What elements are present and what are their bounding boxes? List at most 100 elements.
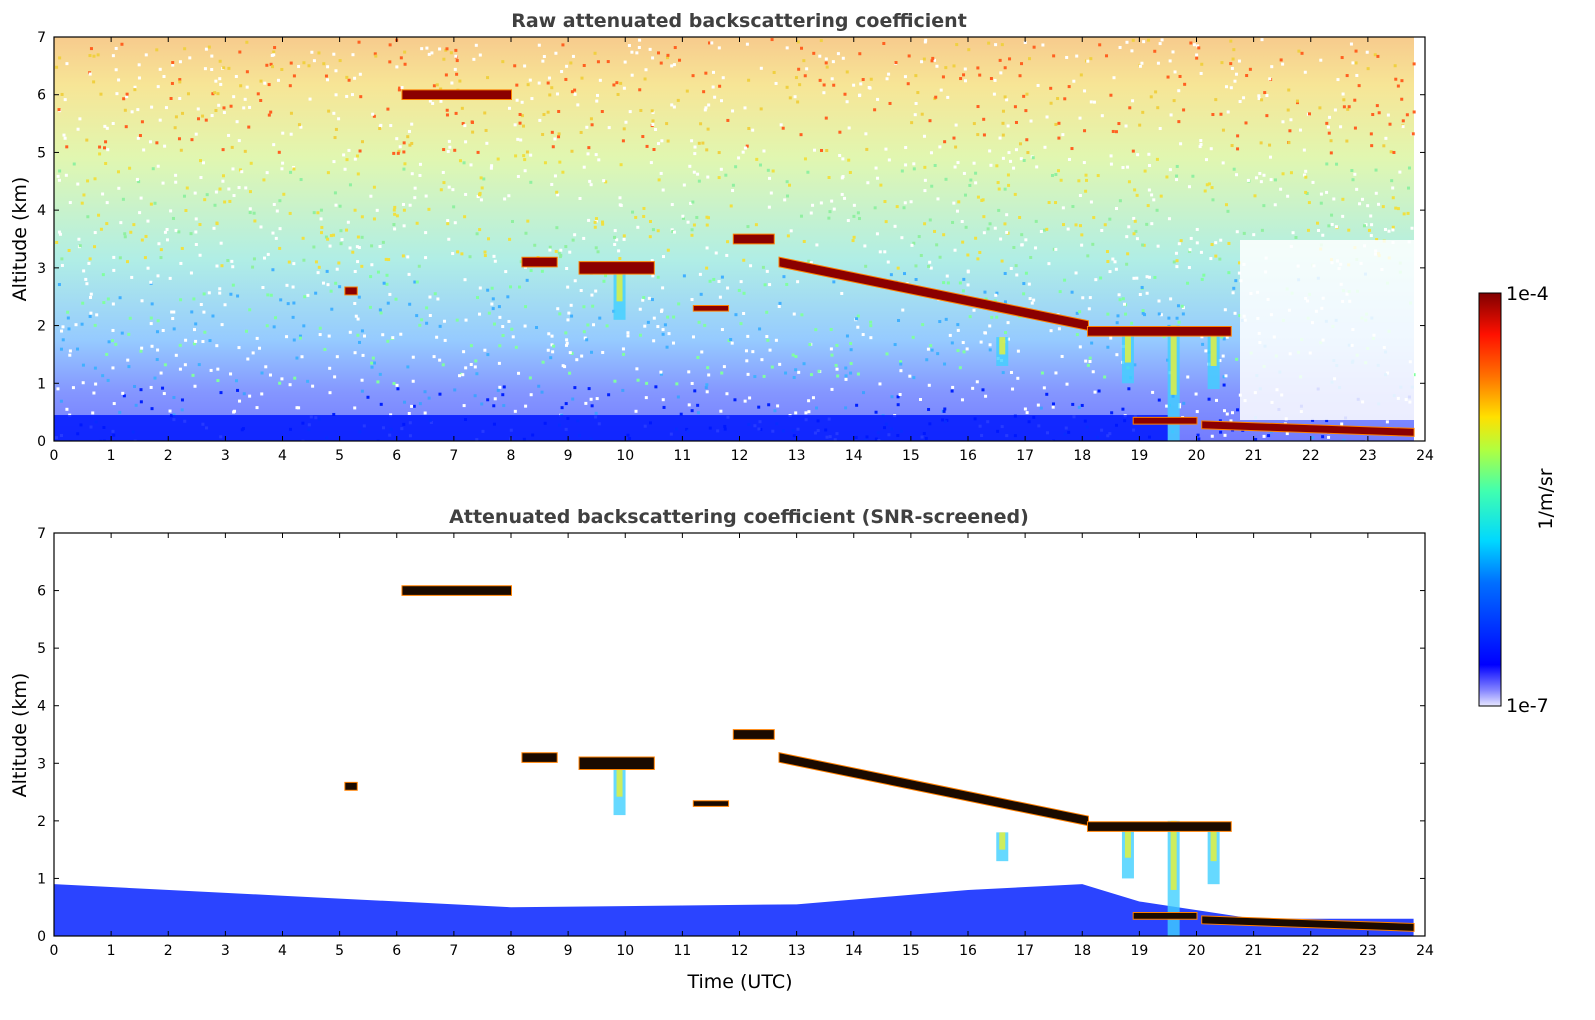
noise-pixel bbox=[472, 57, 476, 61]
noise-pixel bbox=[582, 165, 586, 169]
noise-pixel bbox=[621, 139, 625, 143]
noise-pixel bbox=[547, 76, 551, 80]
cloud-layer bbox=[779, 753, 1088, 826]
noise-pixel bbox=[1127, 180, 1131, 184]
noise-pixel bbox=[1041, 43, 1045, 47]
noise-pixel bbox=[194, 243, 198, 247]
noise-pixel bbox=[85, 138, 89, 142]
noise-pixel bbox=[817, 369, 821, 373]
noise-pixel bbox=[1263, 91, 1267, 95]
x-tick-label: 19 bbox=[1130, 448, 1148, 464]
noise-pixel bbox=[1195, 53, 1199, 57]
panel-screened-title: Attenuated backscattering coefficient (S… bbox=[449, 506, 1029, 528]
noise-pixel bbox=[1191, 174, 1195, 178]
noise-pixel bbox=[734, 313, 738, 317]
noise-pixel bbox=[938, 320, 942, 324]
noise-pixel bbox=[1340, 422, 1344, 426]
noise-pixel bbox=[295, 356, 299, 360]
noise-pixel bbox=[360, 378, 364, 382]
noise-pixel bbox=[1083, 89, 1087, 93]
noise-pixel bbox=[1138, 292, 1142, 296]
noise-pixel bbox=[561, 170, 565, 174]
x-tick-label: 5 bbox=[335, 448, 344, 464]
noise-pixel bbox=[815, 406, 819, 410]
noise-pixel bbox=[1204, 158, 1208, 162]
noise-pixel bbox=[1109, 162, 1113, 166]
noise-pixel bbox=[123, 232, 127, 236]
noise-pixel bbox=[1260, 38, 1264, 42]
noise-pixel bbox=[844, 406, 848, 410]
noise-pixel bbox=[690, 381, 694, 385]
raw-noise-speckle bbox=[54, 38, 1416, 441]
noise-pixel bbox=[136, 108, 140, 112]
noise-pixel bbox=[1211, 113, 1215, 117]
noise-pixel bbox=[334, 281, 338, 285]
noise-pixel bbox=[618, 257, 622, 261]
noise-pixel bbox=[1210, 434, 1214, 438]
noise-pixel bbox=[1162, 335, 1166, 339]
noise-pixel bbox=[410, 172, 414, 176]
noise-pixel bbox=[277, 150, 281, 154]
noise-pixel bbox=[557, 132, 561, 136]
x-tick-label: 19 bbox=[1130, 943, 1148, 959]
noise-pixel bbox=[535, 326, 539, 330]
noise-pixel bbox=[229, 292, 233, 296]
noise-pixel bbox=[746, 334, 750, 338]
noise-pixel bbox=[591, 304, 595, 308]
noise-pixel bbox=[773, 409, 777, 413]
noise-pixel bbox=[914, 277, 918, 281]
noise-pixel bbox=[1328, 115, 1332, 119]
noise-pixel bbox=[557, 135, 561, 139]
noise-pixel bbox=[417, 264, 421, 268]
noise-pixel bbox=[720, 371, 724, 375]
noise-pixel bbox=[887, 72, 891, 76]
noise-pixel bbox=[776, 404, 780, 408]
noise-pixel bbox=[117, 186, 121, 190]
noise-pixel bbox=[1045, 115, 1049, 119]
noise-pixel bbox=[933, 58, 937, 62]
noise-pixel bbox=[845, 70, 849, 74]
noise-pixel bbox=[111, 54, 115, 58]
noise-pixel bbox=[1294, 236, 1298, 240]
noise-pixel bbox=[314, 291, 318, 295]
noise-pixel bbox=[140, 238, 144, 242]
noise-pixel bbox=[1370, 144, 1374, 148]
noise-pixel bbox=[1114, 267, 1118, 271]
noise-pixel bbox=[819, 201, 823, 205]
noise-pixel bbox=[523, 324, 527, 328]
noise-pixel bbox=[1022, 159, 1026, 163]
noise-pixel bbox=[890, 395, 894, 399]
noise-pixel bbox=[1012, 166, 1016, 170]
noise-pixel bbox=[867, 86, 871, 90]
noise-pixel bbox=[237, 346, 241, 350]
x-tick-label: 16 bbox=[959, 448, 977, 464]
noise-pixel bbox=[573, 92, 577, 96]
noise-pixel bbox=[173, 126, 177, 130]
noise-pixel bbox=[219, 82, 223, 86]
noise-pixel bbox=[1391, 186, 1395, 190]
noise-pixel bbox=[227, 133, 231, 137]
noise-pixel bbox=[953, 248, 957, 252]
noise-pixel bbox=[432, 355, 436, 359]
noise-pixel bbox=[1222, 375, 1226, 379]
noise-pixel bbox=[322, 62, 326, 66]
noise-pixel bbox=[662, 405, 666, 409]
noise-pixel bbox=[335, 267, 339, 271]
noise-pixel bbox=[111, 366, 115, 370]
noise-pixel bbox=[482, 177, 486, 181]
noise-pixel bbox=[1377, 111, 1381, 115]
noise-pixel bbox=[144, 234, 148, 238]
noise-pixel bbox=[857, 217, 861, 221]
noise-pixel bbox=[989, 77, 993, 81]
noise-pixel bbox=[962, 171, 966, 175]
noise-pixel bbox=[636, 378, 640, 382]
noise-pixel bbox=[768, 176, 772, 180]
noise-pixel bbox=[569, 303, 573, 307]
noise-pixel bbox=[66, 310, 70, 314]
noise-pixel bbox=[917, 235, 921, 239]
x-tick-label: 14 bbox=[845, 448, 863, 464]
noise-pixel bbox=[1012, 245, 1016, 249]
noise-pixel bbox=[1049, 329, 1053, 333]
noise-pixel bbox=[1078, 194, 1082, 198]
noise-pixel bbox=[231, 265, 235, 269]
